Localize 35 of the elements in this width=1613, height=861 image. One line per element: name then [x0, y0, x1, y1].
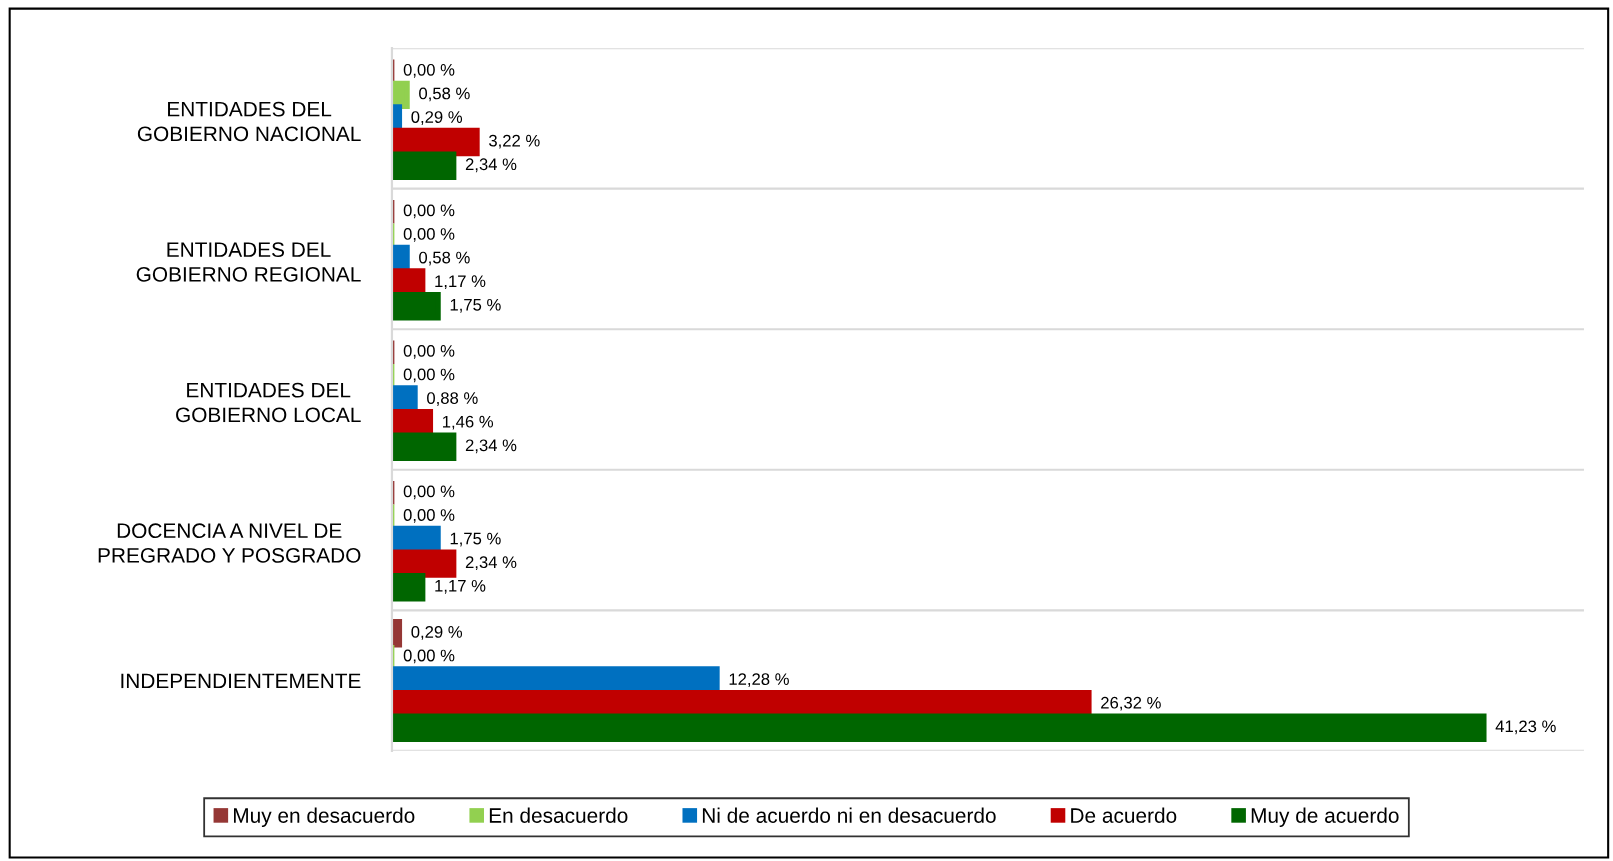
- y-tick-label: DOCENCIA A NIVEL DE PREGRADO Y POSGRADO: [98, 523, 361, 563]
- data-label: 1,46 %: [443, 415, 494, 430]
- data-label: 0,29 %: [411, 111, 463, 125]
- data-label: 3,22 %: [489, 134, 540, 149]
- data-label: 0,58 %: [419, 251, 470, 266]
- data-label: 1,17 %: [435, 275, 486, 290]
- data-label: 1,75 %: [450, 532, 501, 547]
- legend-label: De acuerdo: [1071, 807, 1177, 823]
- data-label: 0,00 %: [403, 204, 455, 219]
- data-label: 2,34 %: [465, 556, 517, 571]
- y-tick-label: INDEPENDIENTEMENTE: [121, 673, 361, 689]
- data-label: 2,34 %: [465, 439, 517, 454]
- data-label: 0,00 %: [403, 485, 455, 500]
- data-label: 0,00 %: [403, 509, 455, 523]
- data-label: 0,58 %: [419, 87, 470, 102]
- data-label: 0,00 %: [403, 649, 455, 664]
- data-label: 0,29 %: [411, 625, 463, 640]
- data-label: 1,17 %: [435, 579, 486, 594]
- data-label: 0,00 %: [403, 344, 455, 359]
- data-label: 1,75 %: [450, 298, 501, 313]
- legend-label: Ni de acuerdo ni en desacuerdo: [702, 807, 996, 823]
- data-label: 2,34 %: [465, 158, 517, 173]
- data-label: 0,00 %: [403, 63, 455, 78]
- legend-label: Muy en desacuerdo: [234, 807, 415, 828]
- data-label: 41,23 %: [1495, 720, 1556, 735]
- data-label: 0,00 %: [403, 368, 455, 383]
- data-label: 12,28 %: [729, 673, 789, 687]
- data-label: 0,00 %: [403, 228, 455, 242]
- legend-label: Muy de acuerdo: [1251, 807, 1399, 828]
- y-tick-label: ENTIDADES DEL GOBIERNO LOCAL: [176, 382, 361, 423]
- data-label: 0,88 %: [427, 392, 478, 406]
- legend-label: En desacuerdo: [489, 807, 628, 823]
- data-label: 26,32 %: [1101, 696, 1161, 711]
- y-tick-label: ENTIDADES DEL GOBIERNO NACIONAL: [137, 101, 361, 142]
- y-tick-label: ENTIDADES DEL GOBIERNO REGIONAL: [136, 242, 361, 282]
